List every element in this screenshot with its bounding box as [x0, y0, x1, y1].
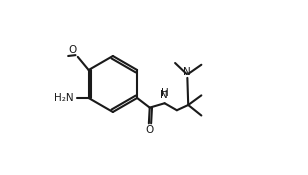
Text: O: O: [68, 46, 76, 55]
Text: N: N: [184, 67, 191, 77]
Text: H: H: [161, 88, 169, 98]
Text: H₂N: H₂N: [54, 93, 74, 103]
Text: O: O: [145, 125, 154, 135]
Text: N: N: [160, 90, 168, 100]
